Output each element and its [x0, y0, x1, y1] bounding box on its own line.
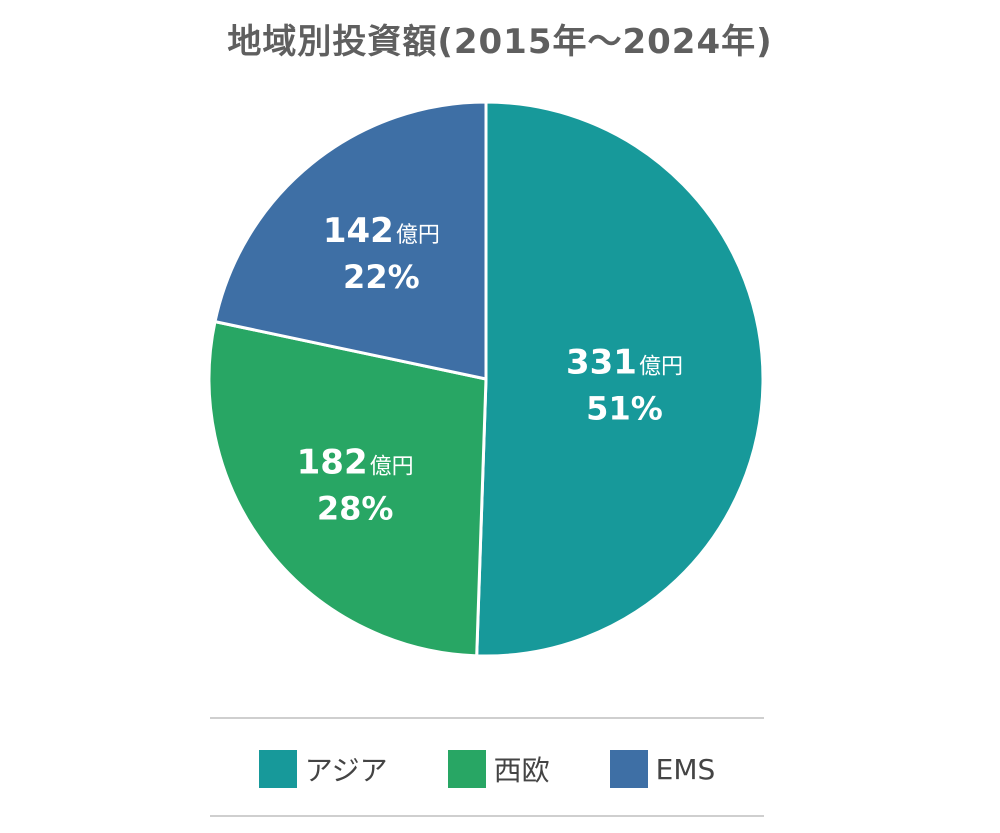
- pie-slice-western-europe: [207, 320, 488, 658]
- legend: アジア 西欧 EMS: [210, 742, 764, 796]
- legend-top-divider: [210, 717, 764, 719]
- slice-percent-label-western-europe: 28%: [317, 489, 394, 527]
- legend-swatch-western-europe: [447, 750, 486, 788]
- pie-slice-ems: [213, 100, 488, 381]
- pie-slice-labels: 331億円 51% 182億円 28% 142億円 22%: [297, 211, 683, 528]
- pie-slices: [207, 100, 765, 658]
- slice-value-label-western-europe: 182億円: [297, 442, 414, 482]
- slice-percent-label-asia: 51%: [586, 389, 663, 427]
- legend-item-ems: EMS: [609, 750, 716, 788]
- legend-item-asia: アジア: [258, 749, 388, 789]
- pie-chart: 331億円 51% 182億円 28% 142億円 22%: [207, 100, 765, 658]
- legend-swatch-ems: [609, 750, 648, 788]
- chart-title: 地域別投資額(2015年～2024年): [227, 22, 773, 62]
- legend-bottom-divider: [210, 815, 764, 817]
- legend-label-ems: EMS: [655, 752, 716, 786]
- legend-label-asia: アジア: [304, 754, 388, 787]
- legend-item-western-europe: 西欧: [447, 749, 550, 789]
- legend-swatch-asia: [258, 750, 297, 788]
- legend-label-western-europe: 西欧: [493, 754, 550, 787]
- slice-value-label-ems: 142億円: [323, 211, 440, 251]
- slice-value-label-asia: 331億円: [566, 342, 683, 382]
- slice-percent-label-ems: 22%: [343, 258, 420, 296]
- pie-slice-asia: [475, 100, 765, 658]
